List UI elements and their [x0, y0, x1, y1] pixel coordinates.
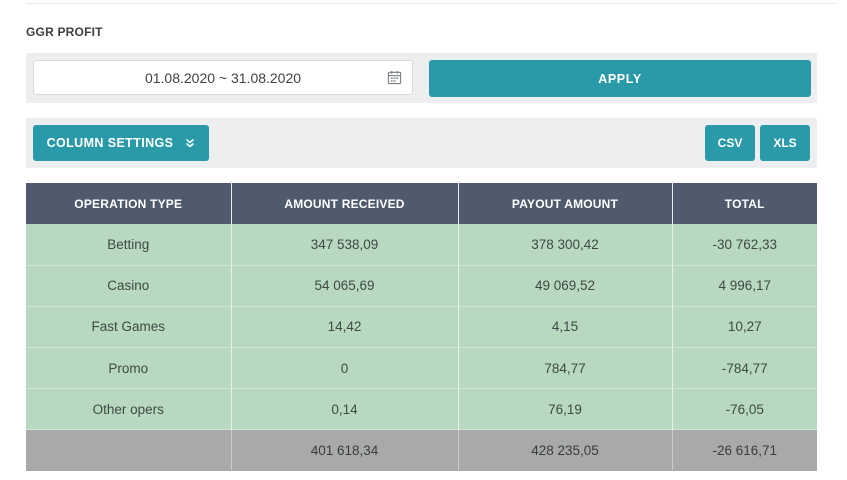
table-row: Betting 347 538,09 378 300,42 -30 762,33	[26, 224, 817, 266]
cell-totals-label	[26, 429, 231, 472]
table-row: Other opers 0,14 76,19 -76,05	[26, 388, 817, 431]
cell-total: -76,05	[671, 388, 817, 431]
table-header-row: OPERATION TYPE AMOUNT RECEIVED PAYOUT AM…	[26, 183, 817, 224]
cell-payout-amount: 378 300,42	[457, 224, 672, 266]
cell-operation-type: Promo	[26, 347, 231, 390]
cell-total: -784,77	[671, 347, 817, 390]
header-total[interactable]: TOTAL	[671, 183, 817, 224]
table-row: Fast Games 14,42 4,15 10,27	[26, 306, 817, 349]
cell-totals-payout-amount: 428 235,05	[457, 429, 672, 472]
cell-payout-amount: 49 069,52	[457, 265, 672, 307]
xls-export-button[interactable]: XLS	[760, 125, 810, 161]
cell-totals-total: -26 616,71	[671, 429, 817, 472]
calendar-icon[interactable]	[387, 70, 402, 85]
cell-operation-type: Fast Games	[26, 306, 231, 349]
column-settings-label: COLUMN SETTINGS	[46, 136, 174, 150]
ggr-profit-table: OPERATION TYPE AMOUNT RECEIVED PAYOUT AM…	[26, 183, 817, 472]
cell-totals-amount-received: 401 618,34	[230, 429, 458, 472]
cell-operation-type: Other opers	[26, 388, 231, 431]
header-payout-amount[interactable]: PAYOUT AMOUNT	[457, 183, 672, 224]
date-range-input[interactable]: 01.08.2020 ~ 31.08.2020	[33, 60, 413, 95]
cell-amount-received: 347 538,09	[230, 224, 458, 266]
cell-payout-amount: 4,15	[457, 306, 672, 349]
column-settings-button[interactable]: COLUMN SETTINGS	[33, 125, 209, 161]
table-row: Casino 54 065,69 49 069,52 4 996,17	[26, 265, 817, 307]
csv-export-button[interactable]: CSV	[705, 125, 755, 161]
table-row: Promo 0 784,77 -784,77	[26, 347, 817, 390]
cell-amount-received: 0	[230, 347, 458, 390]
apply-button[interactable]: APPLY	[429, 60, 811, 97]
cell-amount-received: 14,42	[230, 306, 458, 349]
cell-total: 10,27	[671, 306, 817, 349]
top-divider	[26, 3, 836, 4]
table-totals-row: 401 618,34 428 235,05 -26 616,71	[26, 429, 817, 472]
cell-operation-type: Casino	[26, 265, 231, 307]
page-title: GGR PROFIT	[26, 25, 103, 39]
tools-bar: COLUMN SETTINGS CSV XLS	[26, 118, 817, 168]
date-range-value: 01.08.2020 ~ 31.08.2020	[144, 69, 302, 86]
cell-total: 4 996,17	[671, 265, 817, 307]
cell-payout-amount: 784,77	[457, 347, 672, 390]
header-operation-type[interactable]: OPERATION TYPE	[26, 183, 231, 224]
filter-bar: 01.08.2020 ~ 31.08.2020 APPLY	[26, 53, 817, 103]
cell-total: -30 762,33	[671, 224, 817, 266]
header-amount-received[interactable]: AMOUNT RECEIVED	[230, 183, 458, 224]
cell-operation-type: Betting	[26, 224, 231, 266]
cell-amount-received: 0,14	[230, 388, 458, 431]
cell-payout-amount: 76,19	[457, 388, 672, 431]
double-chevron-down-icon	[186, 138, 195, 148]
cell-amount-received: 54 065,69	[230, 265, 458, 307]
